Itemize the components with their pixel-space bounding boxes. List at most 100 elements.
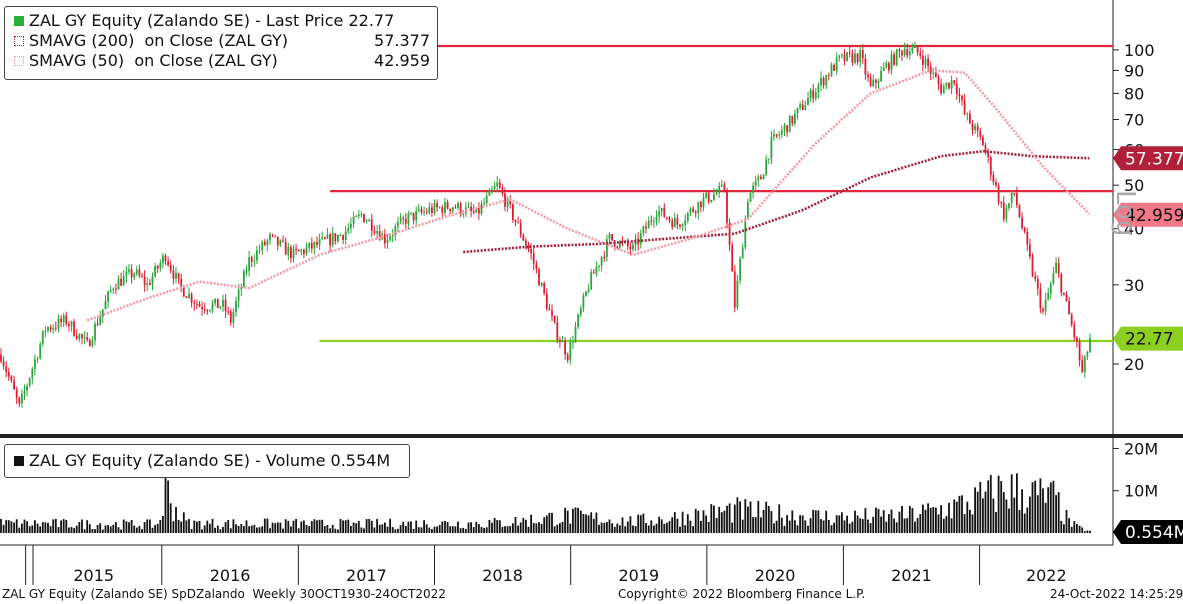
- candle-body: [963, 100, 966, 114]
- volume-bar: [62, 519, 65, 533]
- volume-bar: [984, 491, 987, 533]
- candle-body: [752, 185, 754, 193]
- volume-bar: [895, 522, 898, 533]
- volume-bar: [911, 508, 914, 533]
- log-scale-badge: Log: [1110, 190, 1140, 237]
- volume-bar: [861, 519, 864, 533]
- volume-bar: [162, 516, 164, 533]
- candle-body: [352, 216, 355, 224]
- volume-bar: [449, 526, 452, 533]
- candle-body: [639, 233, 642, 245]
- volume-bar: [869, 523, 872, 533]
- volume-bar: [1068, 518, 1070, 533]
- candle-body: [522, 235, 525, 241]
- volume-bar: [201, 529, 203, 533]
- candle-body: [394, 226, 397, 235]
- candle-body: [519, 223, 522, 236]
- volume-bar: [190, 529, 193, 533]
- volume-bar: [971, 514, 974, 533]
- candle-body: [880, 70, 882, 82]
- volume-bar: [705, 515, 707, 533]
- candle-body: [692, 208, 694, 212]
- candle-body: [783, 125, 786, 131]
- candle-body: [1073, 324, 1076, 338]
- volume-bar: [846, 515, 848, 533]
- volume-bar: [538, 522, 540, 533]
- volume-bar: [0, 518, 2, 533]
- volume-bar: [574, 507, 577, 533]
- volume-bar: [313, 519, 316, 533]
- volume-bar: [1057, 492, 1060, 533]
- candle-body: [227, 311, 230, 313]
- candle-body: [992, 175, 995, 183]
- volume-bar: [799, 515, 801, 533]
- candle-body: [979, 130, 982, 137]
- volume-bar: [796, 525, 799, 533]
- volume-bar: [940, 505, 942, 533]
- candle-body: [384, 233, 386, 244]
- volume-bar: [337, 529, 339, 533]
- candle-body: [438, 207, 441, 209]
- legend-price-row: ZAL GY Equity (Zalando SE) - Last Price …: [11, 11, 437, 31]
- volume-bar: [284, 519, 287, 533]
- candle-body: [60, 318, 62, 323]
- volume-bar: [49, 526, 52, 533]
- volume-bar: [417, 527, 420, 533]
- candle-body: [966, 113, 969, 115]
- candle-body: [794, 113, 796, 124]
- candle-body: [420, 209, 423, 213]
- candle-body: [525, 240, 527, 246]
- candle-body: [608, 234, 611, 240]
- candle-body: [506, 198, 509, 207]
- candle-body: [861, 49, 864, 59]
- candle-body: [7, 372, 10, 377]
- candle-body: [10, 376, 13, 381]
- candle-body: [26, 385, 28, 391]
- volume-bar: [431, 529, 433, 533]
- candle-body: [263, 241, 266, 245]
- volume-bar: [718, 506, 721, 533]
- candle-body: [666, 217, 668, 219]
- candle-body: [120, 278, 122, 286]
- candle-body: [1016, 193, 1018, 206]
- candle-body: [903, 49, 906, 56]
- candle-body: [543, 282, 546, 294]
- candle-body: [673, 218, 676, 228]
- x-tick-label: 2019: [618, 566, 659, 585]
- candle-body: [707, 192, 710, 202]
- candle-body: [1018, 205, 1021, 218]
- volume-bar: [747, 506, 749, 533]
- volume-bar: [997, 475, 1000, 533]
- candle-body: [279, 240, 282, 246]
- candle-body: [154, 266, 156, 277]
- volume-bar: [175, 507, 177, 533]
- volume-bar: [88, 524, 91, 533]
- volume-bar: [342, 520, 344, 533]
- volume-bar: [75, 525, 78, 533]
- candle-body: [350, 223, 352, 228]
- candle-body: [955, 83, 958, 95]
- volume-bar: [731, 522, 734, 533]
- candle-body: [169, 264, 172, 271]
- volume-bar: [1042, 488, 1044, 533]
- volume-bar: [1000, 481, 1003, 533]
- candle-body: [694, 211, 697, 214]
- last-price-badge-shape: [1113, 326, 1183, 351]
- candle-body: [603, 256, 606, 258]
- volume-bar: [854, 510, 856, 533]
- volume-bar: [848, 523, 851, 533]
- candle-body: [953, 80, 956, 84]
- volume-bar: [935, 507, 937, 533]
- candle-body: [290, 247, 292, 259]
- volume-bar: [903, 518, 906, 533]
- candle-body: [88, 339, 91, 347]
- candle-body: [572, 341, 574, 343]
- volume-bar: [109, 526, 112, 533]
- candle-body: [527, 245, 530, 250]
- candle-body: [451, 207, 454, 211]
- candle-body: [504, 193, 506, 207]
- volume-bar: [363, 528, 365, 533]
- candle-body: [305, 247, 308, 254]
- candle-body: [809, 90, 812, 99]
